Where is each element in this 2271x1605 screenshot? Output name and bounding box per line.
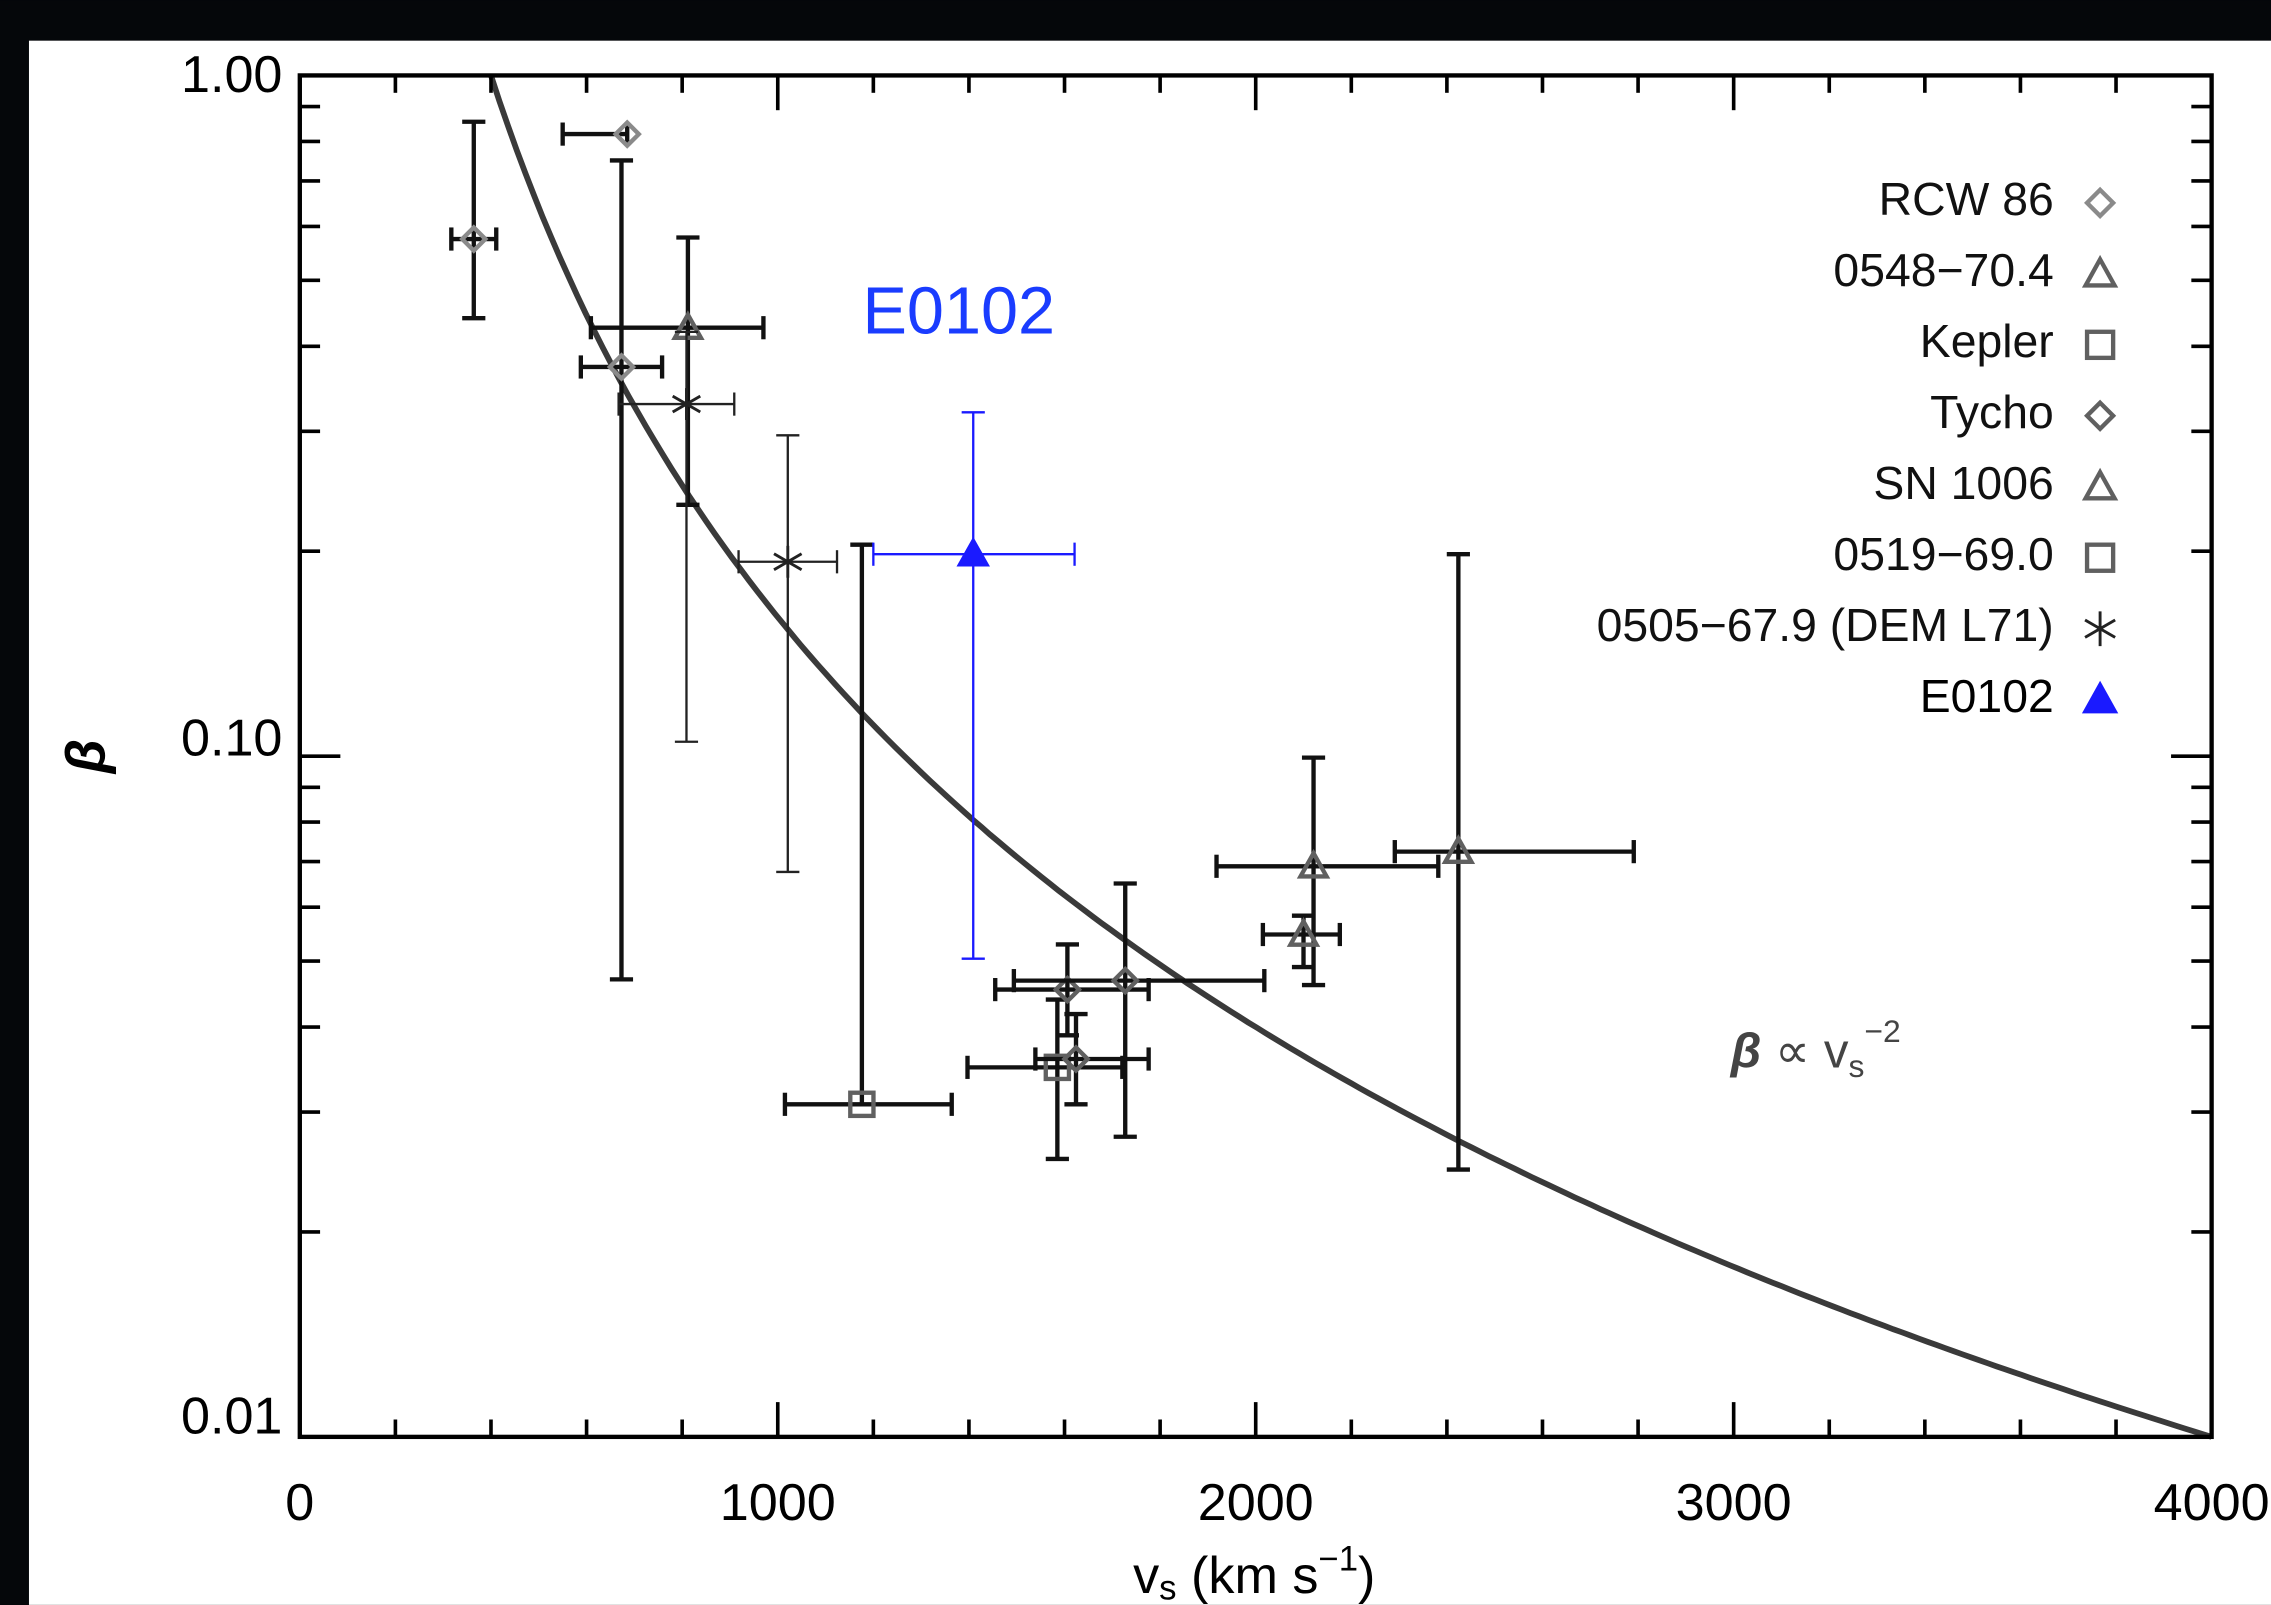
fit-curve bbox=[488, 74, 2213, 1440]
y-tick-label: 0.01 bbox=[181, 1387, 282, 1445]
marker bbox=[956, 536, 990, 567]
fit-label-part: β bbox=[1729, 1024, 1762, 1079]
legend-marker bbox=[2081, 254, 2119, 288]
y-tick-label: 0.10 bbox=[181, 709, 282, 767]
marker bbox=[1052, 974, 1083, 1005]
marker bbox=[773, 545, 803, 578]
x-tick-label: 4000 bbox=[2154, 1474, 2270, 1532]
legend-marker bbox=[2084, 542, 2116, 573]
y-axis-label: β bbox=[54, 739, 116, 775]
marker bbox=[1296, 848, 1331, 879]
legend-label: 0505−67.9 (DEM L71) bbox=[1597, 599, 2054, 651]
legend-marker bbox=[2084, 329, 2116, 361]
marker bbox=[606, 352, 637, 382]
marker bbox=[1110, 965, 1140, 996]
marker bbox=[671, 310, 705, 341]
x-label-sup: −1 bbox=[1318, 1541, 1358, 1579]
marker bbox=[1043, 1053, 1072, 1082]
legend-label: 0548−70.4 bbox=[1833, 244, 2053, 296]
legend-marker bbox=[2084, 611, 2116, 647]
legend-label: Tycho bbox=[1930, 386, 2054, 438]
legend-label: SN 1006 bbox=[1873, 457, 2053, 509]
legend-marker bbox=[2083, 399, 2117, 432]
marker bbox=[671, 388, 701, 421]
legend-marker bbox=[2083, 186, 2117, 219]
y-tick-label: 1.00 bbox=[181, 46, 282, 104]
x-label-part: (km s bbox=[1177, 1547, 1319, 1605]
x-tick-label: 3000 bbox=[1676, 1474, 1792, 1532]
x-label-part: ) bbox=[1358, 1547, 1375, 1605]
fit-label: β ∝ vs−2 bbox=[1729, 1014, 1901, 1085]
fit-label-part: ∝ v bbox=[1761, 1024, 1849, 1079]
x-label-part: v bbox=[1133, 1547, 1159, 1605]
x-tick-label: 2000 bbox=[1198, 1474, 1314, 1532]
fit-label-sub: s bbox=[1848, 1048, 1864, 1084]
marker bbox=[459, 224, 489, 254]
legend-label: E0102 bbox=[1920, 670, 2054, 722]
fit-label-sup: −2 bbox=[1864, 1014, 1900, 1050]
marker bbox=[612, 119, 642, 149]
x-tick-label: 0 bbox=[285, 1474, 314, 1532]
legend-label: RCW 86 bbox=[1879, 173, 2054, 225]
x-tick-label: 1000 bbox=[720, 1474, 836, 1532]
marker bbox=[1441, 834, 1476, 864]
legend-label: 0519−69.0 bbox=[1833, 528, 2053, 580]
legend-label: Kepler bbox=[1920, 315, 2054, 367]
x-label-sub: s bbox=[1159, 1570, 1176, 1605]
legend-marker bbox=[2081, 680, 2119, 714]
marker bbox=[848, 1090, 876, 1119]
marker bbox=[1061, 1044, 1091, 1074]
x-axis-label: vs (km s−1) bbox=[1133, 1541, 1375, 1605]
annotation: E0102 bbox=[862, 274, 1055, 348]
legend-marker bbox=[2081, 467, 2119, 501]
plot-frame bbox=[297, 73, 2214, 1440]
plot-panel bbox=[28, 40, 2271, 1605]
marker bbox=[1286, 917, 1321, 947]
